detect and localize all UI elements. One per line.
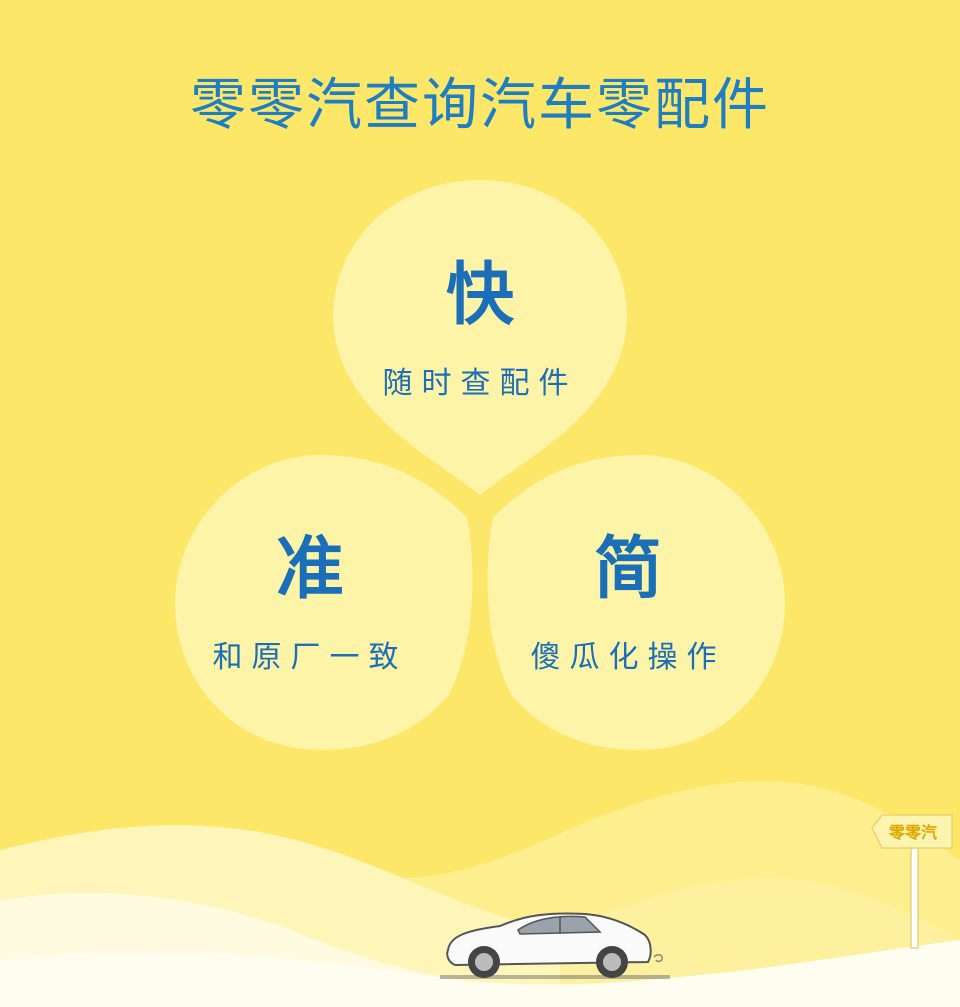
feature-simple-caption: 傻瓜化操作 [530, 640, 726, 675]
petal-accurate [175, 455, 473, 750]
petal-fast [333, 180, 627, 495]
feature-simple-headline: 简 [593, 530, 662, 609]
signpost-label: 零零汽 [888, 823, 937, 842]
feature-accurate-caption: 和原厂一致 [212, 640, 408, 675]
petal-simple [487, 455, 785, 750]
feature-fast: 快 随时查配件 [330, 262, 630, 402]
feature-accurate-headline: 准 [275, 530, 344, 609]
feature-fast-headline: 快 [445, 256, 514, 335]
feature-simple: 简 傻瓜化操作 [478, 536, 778, 676]
feature-fast-caption: 随时查配件 [382, 366, 578, 401]
sports-car-illustration [446, 912, 663, 978]
page-title: 零零汽查询汽车零配件 [190, 73, 770, 138]
signpost-icon: 零零汽 [871, 814, 953, 949]
road [440, 975, 670, 979]
feature-accurate: 准 和原厂一致 [160, 536, 460, 676]
front-hill-2 [0, 940, 960, 1007]
